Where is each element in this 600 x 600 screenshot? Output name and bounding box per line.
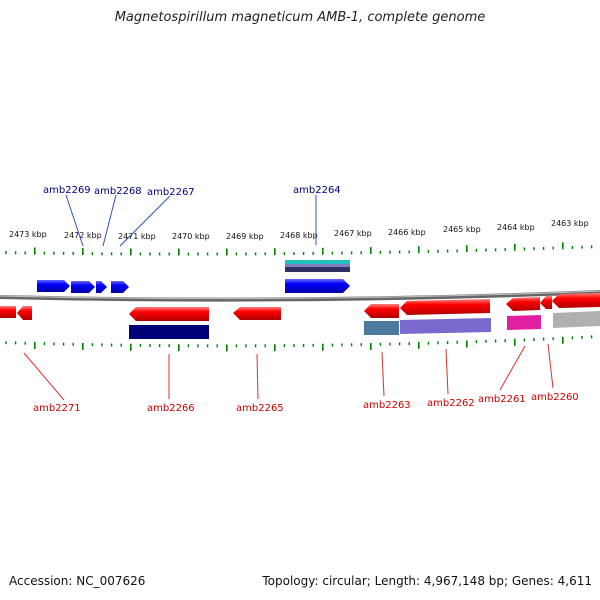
feature-band-amb2263 xyxy=(364,321,399,335)
kbp-label: 2470 kbp xyxy=(172,232,210,241)
kbp-label: 2467 kbp xyxy=(334,229,372,238)
genome-summary-text: Topology: circular; Length: 4,967,148 bp… xyxy=(262,574,592,588)
feature-band-amb2261 xyxy=(507,315,541,330)
gene-arrow-amb2266[interactable] xyxy=(129,307,209,321)
gene-label-amb2266[interactable]: amb2266 xyxy=(147,403,195,414)
gene-arrow-amb2268[interactable] xyxy=(71,281,95,293)
feature-band-amb2260 xyxy=(553,311,600,328)
leader-line-amb2261 xyxy=(499,345,526,391)
gene-arrow-amb2262[interactable] xyxy=(400,299,490,315)
gene-label-amb2263[interactable]: amb2263 xyxy=(363,400,411,411)
leader-line-amb2268 xyxy=(102,194,117,247)
gene-label-amb2262[interactable]: amb2262 xyxy=(427,398,475,409)
kbp-label: 2463 kbp xyxy=(551,219,589,228)
leader-line-amb2263 xyxy=(381,351,385,397)
gene-arrow-amb2265[interactable] xyxy=(233,307,281,320)
kbp-label: 2472 kbp xyxy=(64,231,102,240)
gene-label-amb2268[interactable]: amb2268 xyxy=(94,186,142,197)
leader-line-amb2262 xyxy=(445,348,449,395)
gene-label-amb2261[interactable]: amb2261 xyxy=(478,394,526,405)
gene-arrow-small[interactable] xyxy=(96,281,107,293)
feature-band-amb2266 xyxy=(129,325,209,339)
gene-arrow-amb2263[interactable] xyxy=(364,304,399,318)
accession-text: Accession: NC_007626 xyxy=(9,574,146,588)
leader-line-amb2269 xyxy=(65,194,84,247)
leader-line-amb2265 xyxy=(256,353,259,400)
genome-backbone xyxy=(0,290,600,302)
leader-line-amb2267 xyxy=(119,195,171,247)
feature-band xyxy=(285,260,350,264)
gene-arrow-amb2261b[interactable] xyxy=(540,296,552,309)
kbp-label: 2465 kbp xyxy=(443,225,481,234)
kbp-label: 2466 kbp xyxy=(388,228,426,237)
gene-arrow-amb2269[interactable] xyxy=(37,280,70,292)
leader-line-amb2271 xyxy=(23,352,65,401)
top-tick-row xyxy=(5,242,593,256)
gene-arrow-amb2261[interactable] xyxy=(506,297,540,311)
feature-band xyxy=(285,267,350,272)
map-title: Magnetospirillum magneticum AMB-1, compl… xyxy=(114,10,486,25)
feature-band xyxy=(285,264,350,267)
gene-arrow-amb2260[interactable] xyxy=(552,293,600,308)
gene-label-amb2267[interactable]: amb2267 xyxy=(147,187,195,198)
gene-label-amb2271[interactable]: amb2271 xyxy=(33,403,81,414)
gene-arrow-amb2264[interactable] xyxy=(285,279,350,293)
kbp-label: 2464 kbp xyxy=(497,223,535,232)
feature-band-amb2262 xyxy=(400,318,491,334)
gene-label-amb2265[interactable]: amb2265 xyxy=(236,403,284,414)
kbp-label: 2469 kbp xyxy=(226,232,264,241)
bottom-tick-row xyxy=(5,335,593,352)
gene-label-amb2264[interactable]: amb2264 xyxy=(293,185,341,196)
gene-label-amb2260[interactable]: amb2260 xyxy=(531,392,579,403)
kbp-label: 2468 kbp xyxy=(280,231,318,240)
leader-line-amb2260 xyxy=(547,343,554,389)
gene-arrow-amb2271[interactable] xyxy=(0,306,16,318)
kbp-label: 2473 kbp xyxy=(9,230,47,239)
gene-label-amb2269[interactable]: amb2269 xyxy=(43,185,91,196)
kbp-label: 2471 kbp xyxy=(118,232,156,241)
gene-arrow-amb2271b[interactable] xyxy=(17,306,32,320)
gene-arrow-amb2267[interactable] xyxy=(111,281,129,293)
